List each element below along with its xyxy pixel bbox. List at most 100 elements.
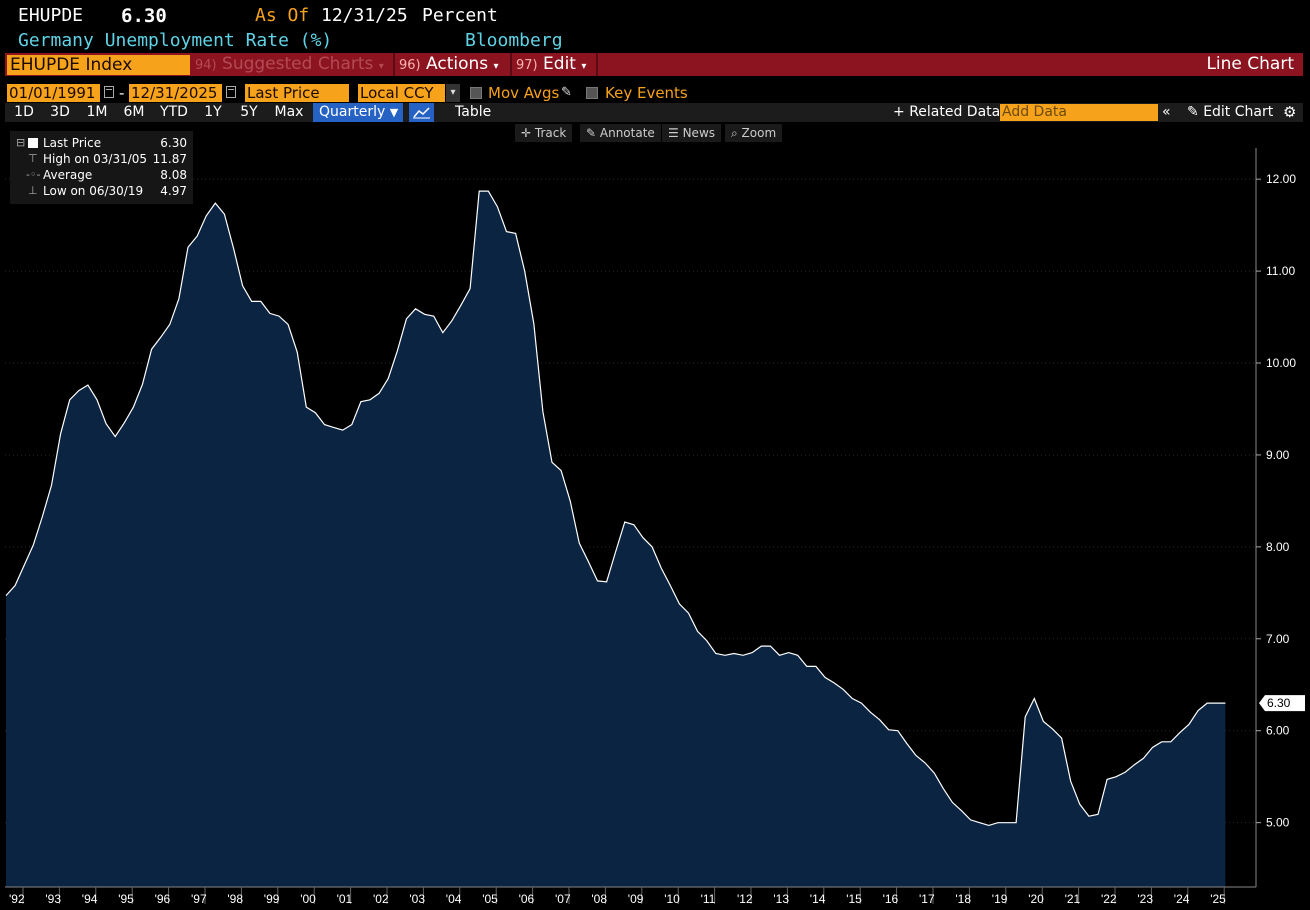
legend-low: ⊥ Low on 06/30/19 4.97 — [10, 183, 193, 199]
last-value: 6.30 — [121, 5, 167, 27]
x-tick-label: '17 — [919, 892, 935, 906]
y-tick-label: 5.00 — [1266, 816, 1290, 830]
x-tick-label: '02 — [373, 892, 389, 906]
settings-gear-icon[interactable]: ⚙ — [1283, 103, 1297, 121]
series-swatch — [28, 138, 38, 148]
edit-chart-button[interactable]: ✎ Edit Chart — [1187, 103, 1273, 122]
mov-avgs-label: Mov Avgs — [488, 84, 560, 102]
x-tick-label: '21 — [1065, 892, 1081, 906]
command-divider — [510, 53, 512, 76]
x-tick-label: '23 — [1137, 892, 1153, 906]
frequency-selector[interactable]: Quarterly ▼ — [313, 103, 403, 122]
x-tick-label: '20 — [1028, 892, 1044, 906]
period-3d[interactable]: 3D — [50, 104, 70, 120]
key-events-checkbox[interactable] — [586, 87, 598, 99]
legend-average-label: Average — [43, 168, 93, 182]
actions-label: Actions — [426, 54, 489, 74]
x-tick-label: '15 — [846, 892, 862, 906]
legend-low-label: Low on 06/30/19 — [43, 184, 144, 198]
x-tick-label: '99 — [264, 892, 280, 906]
magnifier-icon: ⌕ — [731, 126, 742, 140]
security-input[interactable]: EHUPDE Index — [7, 55, 190, 75]
legend-last-price-label: Last Price — [43, 136, 102, 150]
edit-number: 97) — [516, 58, 538, 73]
period-1y[interactable]: 1Y — [204, 104, 222, 120]
period-1m[interactable]: 1M — [86, 104, 108, 120]
ticker-symbol: EHUPDE — [18, 5, 84, 26]
x-tick-label: '19 — [992, 892, 1008, 906]
actions-menu[interactable]: 96) Actions ▾ — [399, 54, 499, 75]
chart-type-label[interactable]: Line Chart — [1206, 54, 1294, 74]
series-line-last-price[interactable] — [5, 190, 1226, 827]
frequency-label: Quarterly — [319, 104, 386, 120]
source-label: Bloomberg — [465, 30, 563, 51]
pencil-icon[interactable]: ✎ — [561, 85, 572, 100]
key-events-label: Key Events — [605, 84, 688, 102]
x-tick-label: '96 — [155, 892, 171, 906]
period-toolbar: 1D 3D 1M 6M YTD 1Y 5Y Max Quarterly ▼ Ta… — [5, 103, 1303, 122]
chevron-down-icon: ▾ — [493, 61, 499, 72]
chevron-down-icon: ▾ — [581, 61, 587, 72]
start-date-input[interactable]: 01/01/1991 — [7, 84, 100, 102]
period-6m[interactable]: 6M — [123, 104, 145, 120]
legend-average: -◦- Average 8.08 — [10, 167, 193, 183]
annotate-label: Annotate — [599, 126, 655, 140]
x-tick-label: '08 — [591, 892, 607, 906]
x-tick-label: '00 — [300, 892, 316, 906]
area-fill — [6, 191, 1226, 888]
legend-last-price[interactable]: ⊟ Last Price 6.30 — [10, 135, 193, 151]
x-tick-label: '10 — [664, 892, 680, 906]
x-tick-label: '05 — [482, 892, 498, 906]
last-value-tag — [1259, 695, 1305, 712]
edit-menu[interactable]: 97) Edit ▾ — [516, 54, 586, 75]
zoom-tool[interactable]: ⌕ Zoom — [725, 124, 783, 142]
news-icon: ☰ — [668, 126, 683, 140]
related-data-label: Related Data — [909, 104, 1001, 120]
track-tool[interactable]: ✛ Track — [515, 124, 573, 142]
calendar-icon[interactable] — [226, 86, 236, 98]
mov-avgs-checkbox[interactable] — [470, 87, 482, 99]
chart-view-button[interactable] — [409, 103, 434, 122]
as-of-date: 12/31/25 — [321, 5, 408, 26]
suggested-charts-label: Suggested Charts — [222, 54, 374, 74]
date-range-separator: - — [119, 84, 125, 102]
chart-legend: ⊟ Last Price 6.30 ⊤ High on 03/31/05 11.… — [10, 131, 193, 204]
x-tick-label: '18 — [955, 892, 971, 906]
x-tick-label: '24 — [1174, 892, 1190, 906]
y-tick-label: 10.00 — [1266, 356, 1296, 370]
x-tick-label: '22 — [1101, 892, 1117, 906]
annotate-tool[interactable]: ✎ Annotate — [580, 124, 661, 142]
suggested-charts-number: 94) — [195, 58, 217, 73]
chevron-down-icon: ▾ — [378, 61, 384, 72]
period-ytd[interactable]: YTD — [160, 104, 188, 120]
period-1d[interactable]: 1D — [14, 104, 34, 120]
command-bar: EHUPDE Index 94) Suggested Charts ▾ 96) … — [5, 53, 1303, 76]
suggested-charts-menu[interactable]: 94) Suggested Charts ▾ — [195, 54, 384, 75]
as-of-label: As Of — [255, 5, 310, 26]
field-selector[interactable]: Last Price — [245, 84, 349, 102]
news-tool[interactable]: ☰ News — [662, 124, 722, 142]
calendar-icon[interactable] — [104, 86, 114, 98]
legend-high: ⊤ High on 03/31/05 11.87 — [10, 151, 193, 167]
x-tick-label: '06 — [519, 892, 535, 906]
currency-dropdown-arrow[interactable]: ▾ — [446, 84, 460, 102]
currency-selector[interactable]: Local CCY — [358, 84, 445, 102]
add-data-input[interactable]: Add Data — [1000, 104, 1158, 121]
end-date-input[interactable]: 12/31/2025 — [129, 84, 222, 102]
legend-last-price-value: 6.30 — [160, 136, 187, 150]
period-5y[interactable]: 5Y — [240, 104, 258, 120]
collapse-panel-icon[interactable]: « — [1162, 104, 1171, 120]
y-tick-label: 6.00 — [1266, 724, 1290, 738]
high-marker-icon: ⊤ — [28, 152, 38, 165]
table-view-button[interactable]: Table — [455, 104, 492, 120]
line-chart-icon — [413, 107, 430, 119]
related-data-button[interactable]: + Related Data — [893, 103, 1000, 122]
x-tick-label: '04 — [446, 892, 462, 906]
period-max[interactable]: Max — [274, 104, 304, 120]
y-tick-label: 8.00 — [1266, 540, 1290, 554]
unit-label: Percent — [422, 5, 498, 26]
pencil-icon: ✎ — [586, 126, 600, 140]
low-marker-icon: ⊥ — [28, 184, 38, 197]
x-tick-label: '03 — [409, 892, 425, 906]
